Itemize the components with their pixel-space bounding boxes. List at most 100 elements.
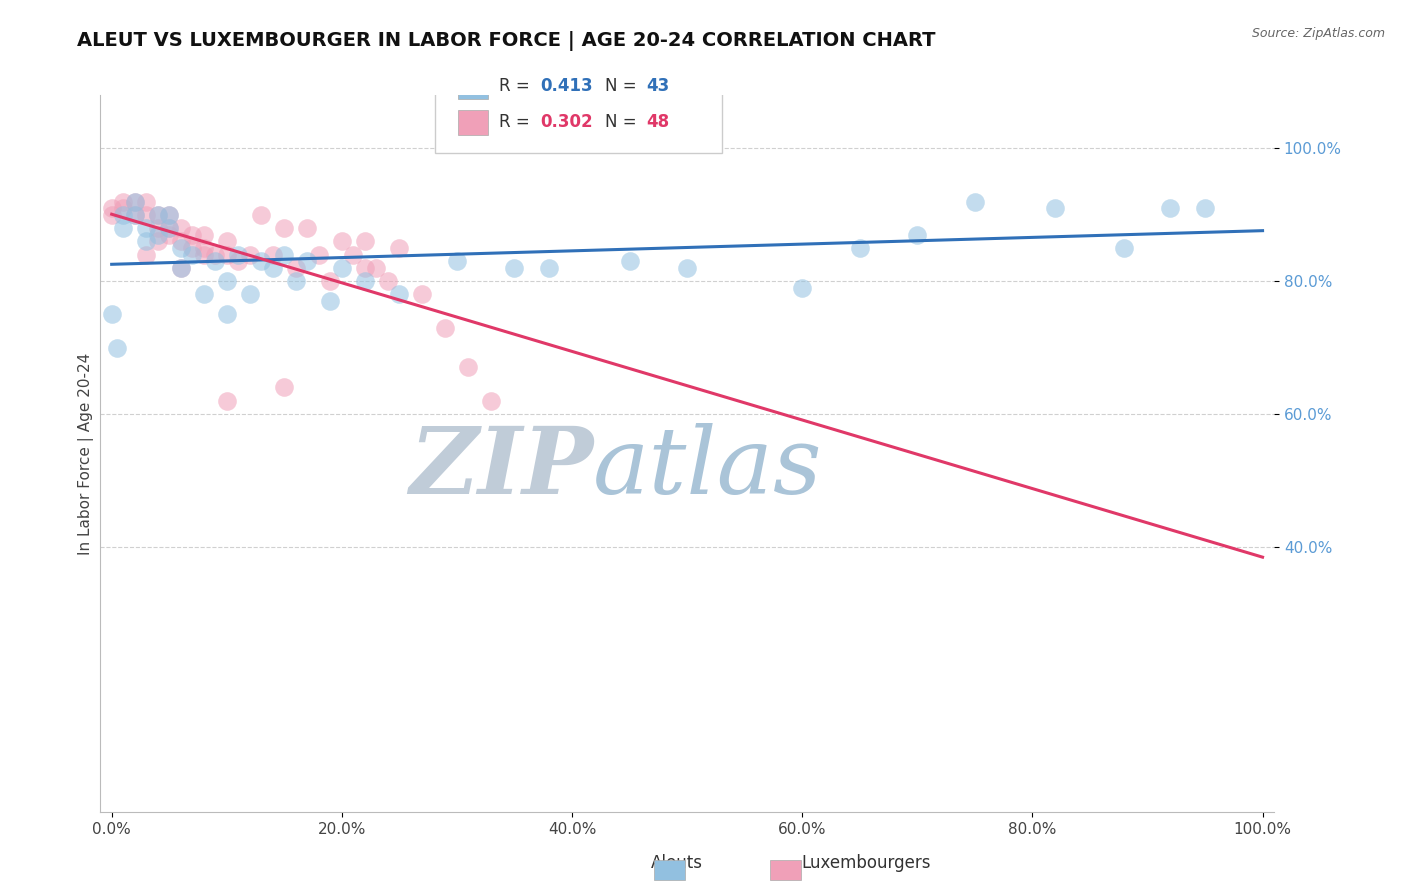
Point — [170, 221, 193, 235]
Point — [905, 227, 928, 242]
Point — [273, 247, 295, 261]
Point — [135, 235, 157, 249]
Point — [181, 241, 204, 255]
Point — [135, 247, 157, 261]
Point — [434, 320, 457, 334]
Point — [1194, 201, 1216, 215]
Point — [388, 287, 411, 301]
Point — [181, 247, 204, 261]
Text: ALEUT VS LUXEMBOURGER IN LABOR FORCE | AGE 20-24 CORRELATION CHART: ALEUT VS LUXEMBOURGER IN LABOR FORCE | A… — [77, 31, 936, 51]
Text: atlas: atlas — [593, 423, 823, 513]
Point — [112, 201, 135, 215]
Text: Source: ZipAtlas.com: Source: ZipAtlas.com — [1251, 27, 1385, 40]
Point — [215, 393, 238, 408]
Text: Luxembourgers: Luxembourgers — [801, 855, 931, 872]
Point — [848, 241, 870, 255]
Point — [146, 227, 169, 242]
Point — [457, 360, 479, 375]
Point — [297, 254, 319, 268]
Point — [250, 254, 273, 268]
Point — [963, 194, 986, 209]
Point — [481, 393, 503, 408]
Text: N =: N = — [605, 113, 641, 131]
Point — [135, 208, 157, 222]
Point — [193, 247, 215, 261]
Point — [226, 247, 249, 261]
Point — [146, 221, 169, 235]
Point — [330, 235, 353, 249]
Text: 43: 43 — [645, 77, 669, 95]
Point — [226, 254, 249, 268]
Text: 0.413: 0.413 — [540, 77, 593, 95]
Point — [250, 208, 273, 222]
Point — [170, 260, 193, 275]
Point — [112, 221, 135, 235]
Text: R =: R = — [499, 113, 536, 131]
Point — [157, 221, 180, 235]
Point — [100, 201, 122, 215]
Point — [284, 274, 307, 288]
Point — [388, 241, 411, 255]
Point — [1114, 241, 1136, 255]
Point — [204, 254, 226, 268]
Point — [366, 260, 388, 275]
Point — [342, 247, 364, 261]
Point — [215, 247, 238, 261]
Point — [170, 260, 193, 275]
Point — [284, 260, 307, 275]
Point — [193, 287, 215, 301]
Point — [181, 227, 204, 242]
Point — [308, 247, 330, 261]
Point — [239, 287, 262, 301]
Text: Aleuts: Aleuts — [651, 855, 703, 872]
Point — [354, 260, 377, 275]
Point — [537, 260, 560, 275]
Point — [157, 208, 180, 222]
Point — [619, 254, 641, 268]
Point — [319, 294, 342, 309]
Point — [157, 208, 180, 222]
Text: 0.302: 0.302 — [540, 113, 593, 131]
Point — [170, 235, 193, 249]
Point — [262, 247, 284, 261]
Point — [135, 221, 157, 235]
FancyBboxPatch shape — [458, 110, 488, 135]
Point — [676, 260, 699, 275]
Point — [157, 221, 180, 235]
Point — [112, 208, 135, 222]
Point — [1159, 201, 1181, 215]
Point — [107, 341, 129, 355]
Point — [124, 208, 146, 222]
FancyBboxPatch shape — [458, 74, 488, 99]
Y-axis label: In Labor Force | Age 20-24: In Labor Force | Age 20-24 — [79, 352, 94, 555]
Point — [319, 274, 342, 288]
Point — [124, 208, 146, 222]
Point — [215, 235, 238, 249]
Text: 48: 48 — [645, 113, 669, 131]
Point — [262, 260, 284, 275]
Point — [297, 221, 319, 235]
Text: N =: N = — [605, 77, 641, 95]
Point — [377, 274, 399, 288]
FancyBboxPatch shape — [434, 56, 723, 153]
Point — [330, 260, 353, 275]
Point — [146, 208, 169, 222]
Point — [215, 307, 238, 321]
Point — [135, 194, 157, 209]
Point — [446, 254, 468, 268]
Point — [1045, 201, 1067, 215]
Point — [792, 281, 814, 295]
Text: ZIP: ZIP — [409, 423, 593, 513]
Point — [273, 380, 295, 394]
Point — [193, 227, 215, 242]
Point — [100, 307, 122, 321]
Point — [204, 247, 226, 261]
Point — [112, 194, 135, 209]
Point — [124, 194, 146, 209]
Point — [239, 247, 262, 261]
Text: R =: R = — [499, 77, 536, 95]
Point — [273, 221, 295, 235]
Point — [124, 194, 146, 209]
Point — [100, 208, 122, 222]
Point — [354, 235, 377, 249]
